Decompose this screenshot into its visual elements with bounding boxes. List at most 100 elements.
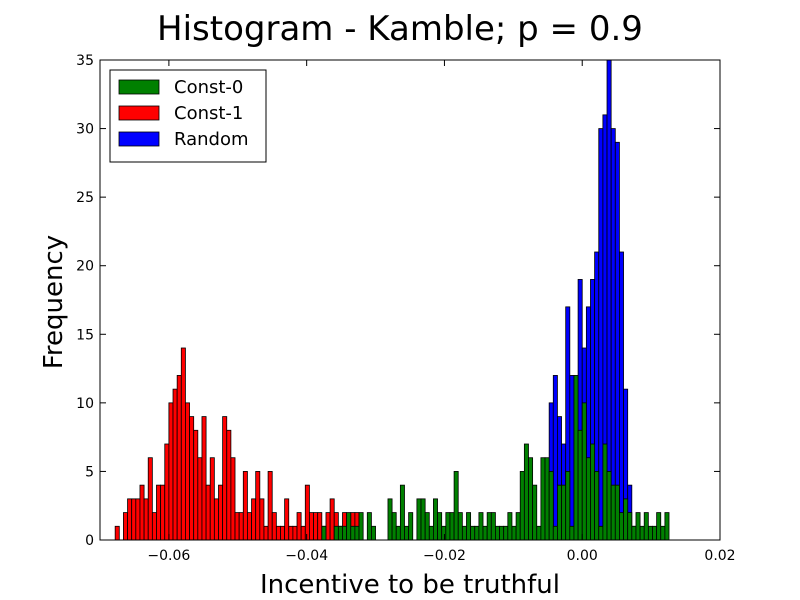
bar-const-0 [577,429,583,541]
bar-const-0 [581,402,587,541]
bar-const-0 [321,525,327,541]
bar-const-0 [590,443,596,541]
bar-const-1 [309,512,314,541]
bar-const-1 [201,416,207,541]
y-tick-label: 20 [76,259,94,275]
bar-const-1 [114,525,120,541]
bar-const-0 [523,443,529,541]
bar-const-0 [499,525,505,541]
bar-const-0 [515,512,521,541]
bar-const-1 [209,457,215,541]
y-tick-label: 15 [76,327,94,343]
bar-const-0 [552,525,558,541]
bar-const-0 [461,525,467,541]
legend-label-const-0: Const-0 [174,77,243,98]
bar-const-0 [569,525,575,541]
bar-const-0 [585,457,591,541]
y-tick-label: 25 [76,190,94,206]
legend-swatch-random [118,131,160,147]
bar-const-1 [222,416,228,541]
bar-const-0 [561,484,567,541]
bar-const-0 [495,525,500,541]
x-tick-label: 0.02 [704,548,735,564]
bar-const-0 [424,512,430,541]
y-tick-label: 30 [76,122,94,138]
bar-const-1 [226,429,232,541]
bar-const-1 [259,498,265,541]
bar-const-1 [251,498,257,541]
bar-const-1 [193,429,199,541]
bar-const-0 [449,512,455,541]
bar-const-1 [280,525,286,541]
bar-const-0 [660,525,666,541]
bar-const-1 [127,498,133,541]
bar-const-0 [631,525,637,541]
bar-const-1 [271,512,277,541]
y-tick-label: 10 [76,396,94,412]
bar-const-0 [433,498,438,541]
bar-const-0 [565,471,571,541]
bar-const-0 [482,525,488,541]
bar-const-0 [647,525,653,541]
bar-const-1 [135,498,141,541]
bar-const-0 [420,498,426,541]
bar-const-0 [548,471,554,541]
bar-const-0 [395,525,401,541]
bar-const-0 [366,512,372,541]
bar-const-1 [151,512,157,541]
bar-const-1 [255,471,261,541]
x-tick-label: −0.02 [423,548,466,564]
bar-const-0 [391,512,397,541]
bar-const-1 [131,498,137,541]
chart-title: Histogram - Kamble; p = 0.9 [157,9,643,49]
bar-const-1 [263,525,269,541]
bar-const-1 [185,402,190,541]
x-tick-label: −0.06 [147,548,190,564]
bar-const-0 [511,525,517,541]
bar-const-0 [602,443,608,541]
bar-const-0 [445,512,451,541]
bar-const-0 [486,512,492,541]
bar-const-0 [503,525,509,541]
bar-const-1 [164,443,170,541]
bar-const-0 [342,525,348,541]
bar-const-0 [354,525,360,541]
legend-swatch-const-0 [118,79,160,95]
bar-const-1 [304,484,310,541]
bar-const-0 [573,375,579,541]
bar-const-1 [160,484,166,541]
bar-const-0 [478,512,484,541]
bar-const-0 [656,512,662,541]
bar-const-0 [416,498,422,541]
bar-const-0 [408,512,414,541]
legend-swatch-const-1 [118,105,160,121]
bar-const-0 [404,525,410,541]
bar-const-1 [197,457,203,541]
bar-random [598,128,604,541]
bar-const-1 [147,457,153,541]
x-axis-label: Incentive to be truthful [260,570,560,600]
x-tick-label: 0.00 [567,548,598,564]
bar-const-0 [528,457,534,541]
bar-const-0 [474,525,480,541]
bar-const-1 [205,484,211,541]
bar-const-0 [346,512,352,541]
bar-const-1 [292,525,298,541]
bar-const-0 [643,512,649,541]
plot-frame [99,59,721,541]
bar-const-0 [627,512,633,541]
bar-const-1 [325,512,331,541]
bar-const-0 [652,525,658,541]
bar-const-1 [230,457,236,541]
bar-const-1 [176,375,182,541]
bar-random [606,59,612,541]
legend-label-random: Random [174,129,249,150]
bar-const-0 [453,471,459,541]
bar-const-1 [189,416,195,541]
bar-random [610,128,616,541]
bar-const-1 [317,512,323,541]
bar-const-1 [267,471,273,541]
bar-const-1 [234,512,240,541]
bar-const-1 [213,498,219,541]
bar-const-1 [247,512,252,541]
